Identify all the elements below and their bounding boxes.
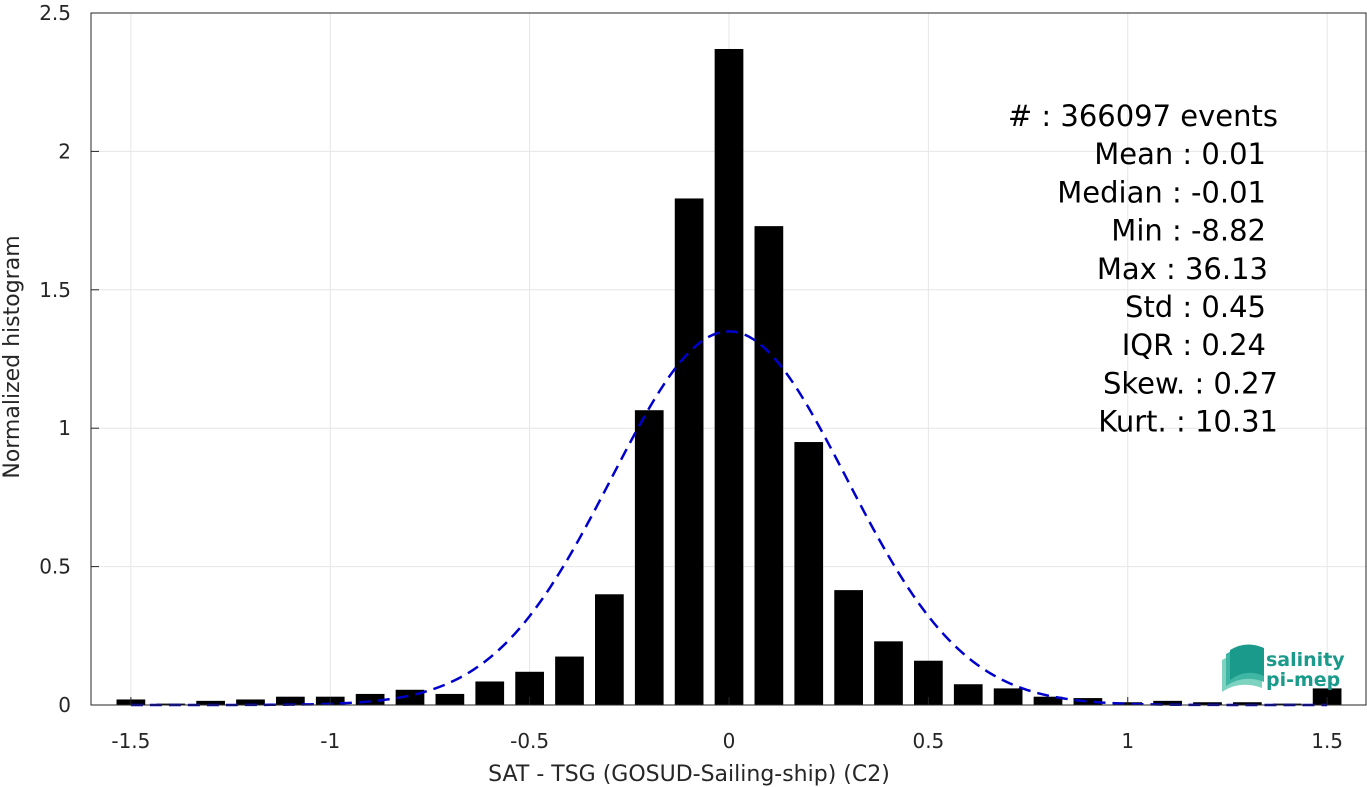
x-tick-label: 1 (1121, 729, 1134, 753)
x-tick-label: -0.5 (510, 729, 549, 753)
x-tick-label: 0 (723, 729, 736, 753)
histogram-bar (236, 699, 265, 705)
histogram-bar (834, 590, 863, 705)
x-tick-label: -1 (320, 729, 340, 753)
bars (116, 48, 1342, 706)
histogram-bar (993, 688, 1023, 705)
histogram-bar (196, 700, 225, 705)
histogram-bar (1193, 702, 1222, 705)
x-tick-label: -1.5 (111, 729, 150, 753)
y-tick-label: 2 (58, 139, 71, 163)
histogram-bar (674, 198, 704, 705)
statistic-line: Median : -0.01 (1057, 175, 1266, 209)
y-tick-label: 1 (58, 416, 71, 440)
x-axis-label: SAT - TSG (GOSUD-Sailing-ship) (C2) (488, 762, 890, 787)
waves-icon (1222, 644, 1264, 692)
histogram-bar (794, 442, 824, 705)
y-tick-label: 0.5 (39, 555, 71, 579)
ticks: -1.5 -1 -0.5 0 0.5 1 1.5 0 0.5 1 1.5 2 2.5 (39, 1, 1343, 753)
statistic-line: Std : 0.45 (1125, 290, 1266, 324)
statistics-box: # : 366097 events Mean : 0.01 Median : -0.… (1008, 99, 1278, 439)
histogram-bar (953, 684, 983, 705)
statistic-line: Skew. : 0.27 (1103, 366, 1278, 400)
histogram-bar (595, 594, 624, 705)
histogram-bar (475, 681, 505, 705)
histogram-bar (276, 696, 305, 705)
statistic-line: Max : 36.13 (1097, 252, 1268, 286)
histogram-bar (714, 48, 744, 705)
statistic-line: Min : -8.82 (1111, 214, 1266, 248)
histogram-bar (754, 226, 784, 706)
x-tick-label: 1.5 (1311, 729, 1343, 753)
statistic-line: IQR : 0.24 (1122, 328, 1266, 362)
y-tick-label: 1.5 (39, 278, 71, 302)
histogram-bar (1233, 702, 1262, 705)
histogram-bar (634, 410, 664, 705)
histogram-bar (1033, 696, 1063, 705)
y-axis-label: Normalized histogram (0, 235, 25, 478)
histogram-bar (874, 641, 903, 705)
histogram-bar (1073, 698, 1103, 705)
x-tick-label: 0.5 (912, 729, 944, 753)
logo-text-line1: salinity (1266, 649, 1345, 671)
y-tick-label: 0 (58, 693, 71, 717)
histogram-bar (1153, 700, 1182, 705)
histogram-bar (555, 656, 584, 705)
histogram-bar (355, 693, 385, 705)
y-tick-label: 2.5 (39, 1, 71, 25)
histogram-bar (435, 693, 465, 705)
statistic-line: Mean : 0.01 (1094, 137, 1266, 171)
statistic-line: Kurt. : 10.31 (1098, 405, 1278, 439)
histogram-bar (1312, 688, 1342, 705)
salinity-pi-mep-logo: salinity pi-mep (1222, 644, 1345, 692)
statistic-line: # : 366097 events (1008, 99, 1278, 133)
logo-text-line2: pi-mep (1266, 669, 1340, 691)
